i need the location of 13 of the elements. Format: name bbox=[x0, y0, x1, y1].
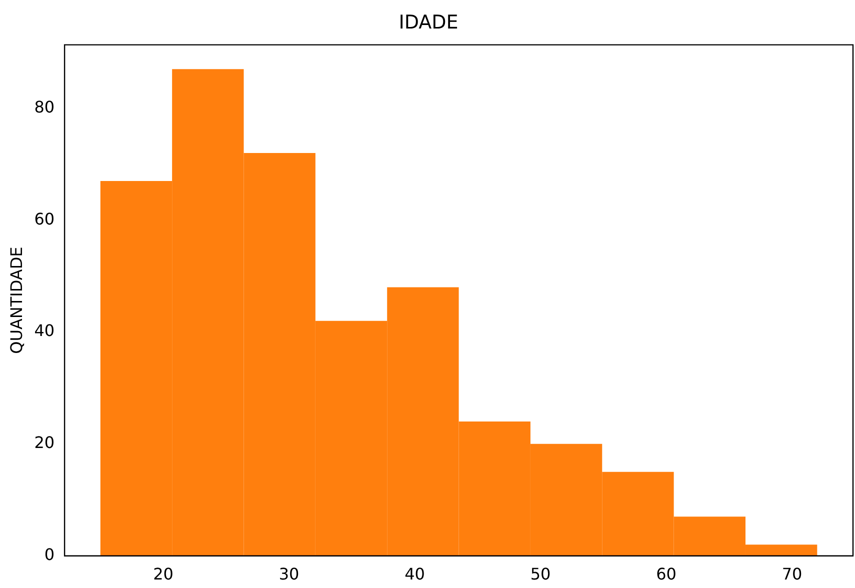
y-tick-label: 80 bbox=[34, 97, 55, 116]
x-tick-label: 50 bbox=[530, 564, 551, 584]
x-tick-label: 60 bbox=[656, 564, 676, 584]
x-tick-label: 40 bbox=[404, 564, 425, 584]
x-tick-label: 30 bbox=[278, 564, 300, 584]
y-tick-label: 60 bbox=[34, 209, 55, 228]
x-tick-label: 20 bbox=[153, 564, 174, 584]
y-tick-label: 40 bbox=[34, 321, 55, 340]
chart-title: IDADE bbox=[398, 11, 458, 34]
x-tick-label: 70 bbox=[782, 564, 802, 584]
y-axis-title: QUANTIDADE bbox=[6, 246, 26, 354]
y-tick-label: 20 bbox=[34, 433, 55, 452]
y-tick-label: 0 bbox=[44, 544, 55, 564]
